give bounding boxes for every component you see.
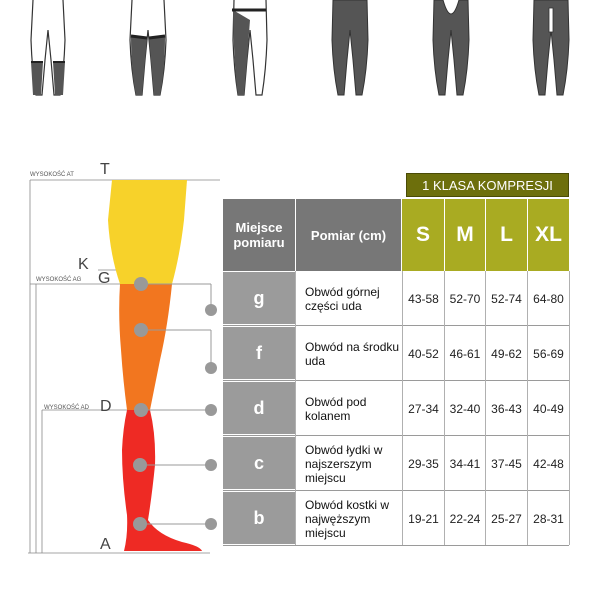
label-letter-g: G <box>98 270 111 287</box>
row-code-f: f <box>223 327 295 379</box>
row-code-b: b <box>223 492 295 544</box>
header-measurement: Pomiar (cm) <box>296 199 401 271</box>
column-divider <box>485 271 486 545</box>
cell-f-s: 40-52 <box>408 346 439 361</box>
size-header-xl: XL <box>528 199 569 271</box>
row-divider <box>223 435 569 436</box>
column-divider <box>444 271 445 545</box>
row-divider <box>223 380 569 381</box>
cell-g-xl: 64-80 <box>533 291 564 306</box>
silhouette-open-tights <box>532 0 570 96</box>
cell-d-xl: 40-49 <box>533 401 564 416</box>
silhouette-maternity-tights <box>432 0 470 96</box>
label-letter-k: K <box>78 256 89 273</box>
row-divider <box>223 490 569 491</box>
cell-c-xl: 42-48 <box>533 456 564 471</box>
silhouette-stockings <box>30 0 66 96</box>
silhouette-single-leg <box>232 0 268 96</box>
product-silhouettes <box>30 0 570 96</box>
cell-c-l: 37-45 <box>491 456 522 471</box>
cell-f-m: 46-61 <box>449 346 481 361</box>
point-f <box>134 323 148 337</box>
silhouette-thigh-high <box>129 0 167 96</box>
point-b <box>133 517 147 531</box>
row-divider <box>223 545 569 546</box>
cell-b-m: 22-24 <box>449 511 481 526</box>
point-g <box>134 277 148 291</box>
cell-d-m: 32-40 <box>449 401 481 416</box>
cell-b-l: 25-27 <box>491 511 522 526</box>
cell-c-s: 29-35 <box>408 456 439 471</box>
cell-d-l: 36-43 <box>491 401 522 416</box>
label-letter-d: D <box>100 398 112 415</box>
row-divider <box>223 325 569 326</box>
height-label-ag: WYSOKOŚĆ AG <box>36 277 82 283</box>
column-divider <box>569 271 570 545</box>
row-code-g: g <box>223 272 295 324</box>
leg-diagram <box>28 179 220 554</box>
column-divider <box>295 271 296 545</box>
point-c <box>133 458 147 472</box>
point-d <box>134 403 148 417</box>
cell-g-s: 43-58 <box>408 291 439 306</box>
header-location: Miejsce pomiaru <box>223 199 295 271</box>
cell-g-l: 52-74 <box>491 291 522 306</box>
cell-f-l: 49-62 <box>491 346 522 361</box>
cell-f-xl: 56-69 <box>533 346 564 361</box>
height-label-at: WYSOKOŚĆ AT <box>30 172 74 178</box>
row-desc-d: Obwód pod kolanem <box>305 394 367 423</box>
silhouette-tights <box>331 0 369 96</box>
label-letter-t: T <box>100 161 110 178</box>
size-header-s: S <box>402 199 444 271</box>
cell-c-m: 34-41 <box>449 456 481 471</box>
row-desc-b: Obwód kostki w najwęższym miejscu <box>305 497 390 540</box>
row-code-c: c <box>223 437 295 489</box>
compression-class-header: 1 KLASA KOMPRESJI <box>406 173 569 197</box>
size-header-m: M <box>445 199 485 271</box>
cell-d-s: 27-34 <box>408 401 439 416</box>
row-code-d: d <box>223 382 295 434</box>
cell-b-s: 19-21 <box>408 511 439 526</box>
column-divider <box>402 271 403 545</box>
cell-b-xl: 28-31 <box>533 511 564 526</box>
column-divider <box>527 271 528 545</box>
cell-g-m: 52-70 <box>449 291 481 306</box>
size-header-l: L <box>486 199 527 271</box>
row-desc-f: Obwód na środku uda <box>305 339 400 368</box>
row-desc-g: Obwód górnej części uda <box>305 284 380 313</box>
height-label-ad: WYSOKOŚĆ AD <box>44 405 90 411</box>
row-desc-c: Obwód łydki w najszerszym miejscu <box>305 442 383 485</box>
label-letter-a: A <box>100 536 111 553</box>
